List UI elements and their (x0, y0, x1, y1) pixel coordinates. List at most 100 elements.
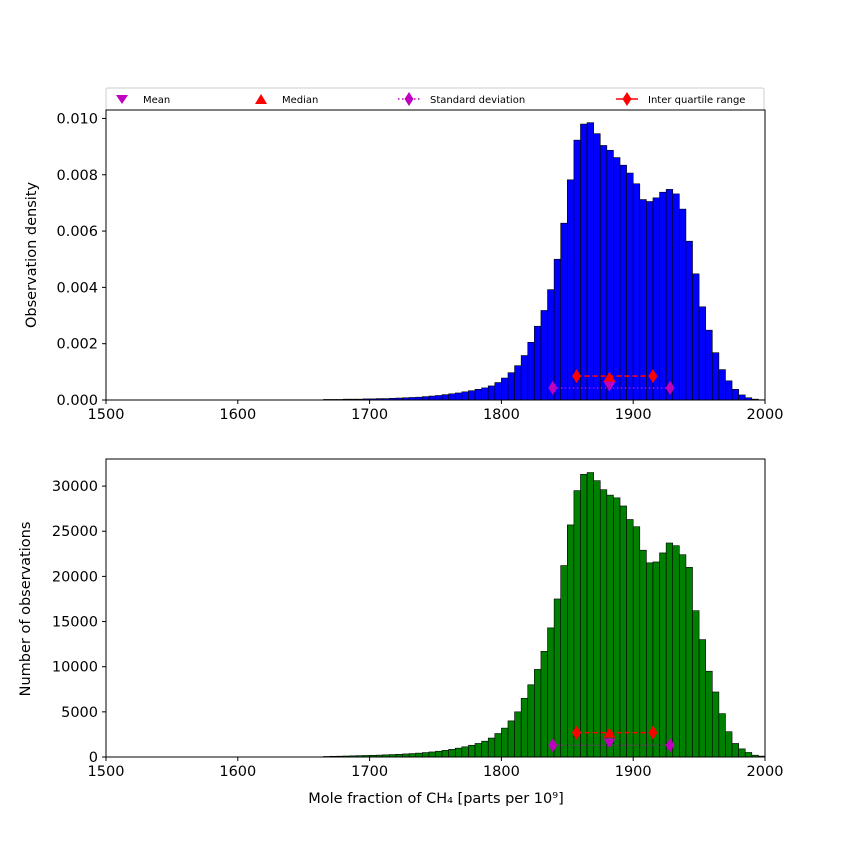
y-tick-label: 0.010 (56, 111, 98, 127)
histogram-bar (428, 751, 436, 758)
histogram-bar (639, 199, 647, 401)
histogram-bar (659, 191, 667, 401)
y-tick-label: 0.008 (56, 168, 98, 184)
x-tick-label: 1500 (88, 407, 125, 423)
legend: Mean Median Standard deviation Inter qua… (105, 87, 765, 111)
y-tick-label: 15000 (52, 615, 98, 631)
x-tick-label: 1500 (88, 764, 125, 780)
x-tick-label: 1600 (219, 764, 256, 780)
triangle-up-icon (255, 94, 267, 104)
histogram-bar (534, 669, 542, 758)
histogram-bar (738, 394, 746, 401)
histogram-bar (665, 542, 674, 758)
y-tick-label: 20000 (52, 569, 98, 585)
y-tick-label: 30000 (52, 479, 98, 495)
iqr-low-marker (572, 725, 582, 740)
histogram-bar (725, 731, 733, 758)
histogram-bar (573, 139, 581, 401)
x-tick-label: 2000 (747, 407, 784, 423)
std-high-marker (665, 380, 675, 395)
histogram-bar (422, 396, 430, 401)
x-tick-label: 2000 (747, 764, 784, 780)
diamond-icon (622, 92, 632, 106)
x-tick-label: 1700 (351, 764, 388, 780)
histogram-bar (679, 554, 687, 758)
histogram-bar (613, 157, 621, 401)
y-tick-label: 0.000 (56, 393, 98, 409)
histogram-bar (586, 122, 594, 401)
histogram-bar (626, 519, 634, 758)
histogram-bar (606, 149, 614, 401)
median-marker (603, 727, 616, 738)
histogram-bar (613, 497, 621, 758)
legend-item-iqr: Inter quartile range (616, 92, 745, 106)
histogram-bar (461, 391, 469, 401)
std-high-marker (665, 738, 675, 753)
histogram-bar (514, 365, 522, 401)
histogram-bar (692, 273, 700, 401)
histogram-bar (672, 193, 680, 401)
iqr-high-marker (648, 725, 658, 740)
histogram-bar (441, 750, 449, 758)
x-tick-label: 1900 (615, 407, 652, 423)
histogram-bar (540, 651, 548, 758)
legend-label-mean: Mean (143, 95, 170, 106)
histogram-bar (501, 727, 509, 758)
legend-item-median: Median (255, 94, 318, 106)
histogram-bar (468, 390, 476, 401)
density-y-axis-label: Observation density (24, 182, 40, 328)
histogram-bar (566, 524, 575, 758)
histogram-bar (632, 183, 641, 401)
legend-label-std: Standard deviation (430, 95, 525, 106)
histogram-bar (448, 393, 456, 401)
histogram-bar (494, 733, 502, 758)
histogram-bar (435, 750, 443, 758)
x-tick-label: 1900 (615, 764, 652, 780)
histogram-bar (553, 598, 562, 758)
histogram-bar (599, 489, 608, 758)
legend-item-mean: Mean (116, 95, 170, 106)
histogram-bar (454, 747, 463, 758)
mean-marker (603, 738, 616, 749)
histogram-bar (408, 753, 417, 758)
iqr-high-marker (648, 369, 658, 384)
count-y-axis: 0 5000 10000 15000 20000 25000 30000 (52, 479, 106, 766)
x-tick-label: 1600 (219, 407, 256, 423)
count-x-axis: 1500 1600 1700 1800 1900 2000 (88, 757, 784, 780)
histogram-bar (547, 627, 555, 758)
y-tick-label: 0.002 (56, 337, 98, 353)
histogram-bar (744, 752, 753, 758)
histogram-bar (593, 480, 601, 758)
histogram-bar (540, 310, 548, 401)
legend-item-std: Standard deviation (398, 92, 525, 106)
histogram-bar (534, 325, 542, 401)
mean-marker (603, 381, 616, 392)
histogram-bar (711, 352, 720, 401)
histogram-bar (481, 740, 489, 758)
y-tick-label: 0.006 (56, 224, 98, 240)
histogram-bar (711, 691, 720, 758)
histogram-bar (672, 545, 680, 758)
histogram-bar (580, 123, 588, 401)
histogram-bar (685, 567, 693, 758)
histogram-bar (731, 389, 739, 401)
histogram-bar (705, 670, 713, 758)
histogram-bar (698, 639, 706, 758)
histogram-bar (435, 395, 443, 401)
histogram-bar (441, 394, 449, 401)
histogram-bar (573, 490, 581, 758)
y-tick-label: 25000 (52, 524, 98, 540)
histogram-bar (481, 387, 489, 401)
histogram-bar (646, 201, 654, 401)
histogram-bar (560, 565, 568, 758)
histogram-bar (487, 385, 496, 401)
histogram-bar (527, 684, 535, 758)
histogram-bar (725, 380, 733, 401)
histogram-bar (626, 172, 634, 401)
y-tick-label: 5000 (61, 705, 98, 721)
histogram-bar (415, 752, 423, 758)
histogram-bar (619, 164, 627, 401)
density-bars (323, 122, 766, 401)
histogram-bar (507, 720, 515, 758)
